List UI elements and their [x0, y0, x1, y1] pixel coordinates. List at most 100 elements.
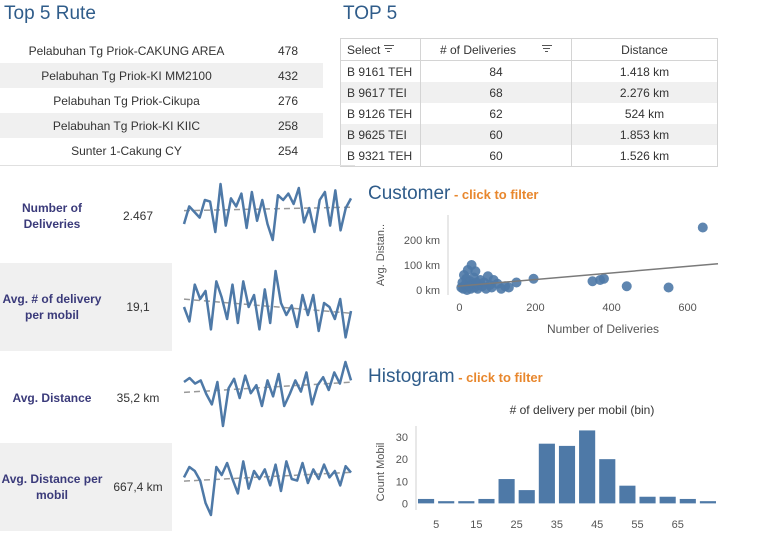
divider: [0, 165, 355, 166]
histogram-bar[interactable]: [579, 430, 596, 504]
column-header-select[interactable]: Select: [341, 39, 421, 60]
list-item[interactable]: Pelabuhan Tg Priok-KI KIIC 258: [0, 113, 323, 138]
kpi-label: Avg. Distance: [12, 391, 92, 405]
table-row[interactable]: B 9625 TEI 60 1.853 km: [341, 124, 717, 145]
scatter-point[interactable]: [470, 266, 481, 277]
plate-cell: B 9617 TEI: [341, 82, 421, 103]
trend-line: [457, 263, 719, 287]
histogram-title-text: Histogram: [368, 366, 455, 387]
sparkline-chart[interactable]: [180, 263, 355, 351]
deliveries-cell: 60: [421, 145, 572, 166]
sparkline-chart[interactable]: [180, 354, 355, 442]
y-tick-label: 0: [402, 498, 408, 510]
kpi-avg-distance[interactable]: Avg. Distance 35,2 km: [0, 354, 355, 442]
kpi-avg-distance-per-mobil[interactable]: Avg. Distance per mobil 667,4 km: [0, 443, 355, 531]
y-axis-label: Count Mobil: [375, 443, 387, 502]
top5-rute-title: Top 5 Rute: [4, 3, 96, 24]
list-item[interactable]: Pelabuhan Tg Priok-CAKUNG AREA 478: [0, 38, 323, 63]
plate-cell: B 9321 TEH: [341, 145, 421, 166]
customer-title-text: Customer: [368, 183, 451, 204]
y-tick-label: 10: [396, 476, 408, 488]
deliveries-cell: 84: [421, 61, 572, 82]
top5-rute-list: Pelabuhan Tg Priok-CAKUNG AREA 478 Pelabu…: [0, 38, 323, 163]
sparkline-series[interactable]: [182, 269, 353, 339]
column-label: # of Deliveries: [439, 42, 517, 57]
kpi-value: 19,1: [104, 263, 172, 351]
histogram-bar[interactable]: [599, 459, 616, 504]
route-count: 254: [277, 143, 299, 158]
sparkline-chart[interactable]: [180, 172, 355, 260]
sparkline-chart[interactable]: [180, 443, 355, 531]
route-name: Pelabuhan Tg Priok-KI KIIC: [52, 118, 201, 133]
y-tick-label: 100 km: [404, 260, 440, 272]
scatter-point[interactable]: [598, 273, 609, 284]
scatter-point[interactable]: [503, 282, 514, 293]
table-row[interactable]: B 9126 TEH 62 524 km: [341, 103, 717, 124]
histogram-bar[interactable]: [679, 498, 696, 504]
histogram-bar[interactable]: [619, 485, 636, 504]
sparkline-series[interactable]: [182, 182, 353, 242]
histogram-bar[interactable]: [659, 496, 676, 504]
scatter-point[interactable]: [587, 276, 598, 287]
histogram-bar[interactable]: [478, 498, 495, 504]
x-tick-label: 200: [526, 302, 544, 314]
top5-title: TOP 5: [343, 3, 398, 24]
list-item[interactable]: Pelabuhan Tg Priok-Cikupa 276: [0, 88, 323, 113]
plate-cell: B 9126 TEH: [341, 103, 421, 124]
x-tick-label: 65: [672, 519, 684, 531]
kpi-value: 35,2 km: [116, 391, 160, 405]
x-tick-label: 45: [591, 519, 603, 531]
route-count: 276: [277, 93, 299, 108]
histogram-filter-hint[interactable]: - click to filter: [454, 370, 543, 385]
list-item[interactable]: Sunter 1-Cakung CY 254: [0, 138, 323, 163]
customer-filter-hint[interactable]: - click to filter: [450, 187, 539, 202]
histogram-bar[interactable]: [558, 445, 576, 504]
column-header-distance[interactable]: Distance: [572, 39, 717, 60]
x-tick-label: 55: [631, 519, 643, 531]
sort-icon[interactable]: [384, 45, 395, 54]
y-axis-label: Avg. Distan..: [375, 224, 387, 286]
x-tick-label: 0: [456, 302, 462, 314]
histogram-bar[interactable]: [699, 501, 716, 504]
histogram-bar[interactable]: [498, 479, 515, 504]
y-tick-label: 30: [396, 432, 408, 444]
histogram-bar[interactable]: [458, 501, 475, 504]
kpi-value: 2.467: [122, 209, 154, 223]
table-row[interactable]: B 9617 TEI 68 2.276 km: [341, 82, 717, 103]
x-tick-label: 15: [470, 519, 482, 531]
sort-icon[interactable]: [542, 45, 553, 54]
list-item[interactable]: Pelabuhan Tg Priok-KI MM2100 432: [0, 63, 323, 88]
kpi-avg-delivery-per-mobil[interactable]: Avg. # of delivery per mobil 19,1: [0, 263, 355, 351]
scatter-point[interactable]: [663, 282, 674, 293]
histogram-title: Histogram - click to filter: [368, 366, 543, 388]
histogram-bar[interactable]: [538, 443, 555, 504]
column-header-deliveries[interactable]: # of Deliveries: [421, 39, 572, 60]
x-axis-label: Number of Deliveries: [547, 322, 659, 336]
scatter-point[interactable]: [621, 281, 632, 292]
trend-line: [183, 206, 352, 212]
sparkline-series[interactable]: [182, 460, 352, 517]
route-count: 258: [277, 118, 299, 133]
plate-cell: B 9625 TEI: [341, 124, 421, 145]
table-row[interactable]: B 9161 TEH 84 1.418 km: [341, 61, 717, 82]
histogram-bar[interactable]: [418, 498, 435, 504]
kpi-label: Avg. # of delivery per mobil: [0, 263, 104, 351]
histogram-bar[interactable]: [518, 490, 535, 504]
sparkline-series[interactable]: [183, 360, 353, 428]
y-tick-label: 0 km: [416, 285, 440, 297]
table-row[interactable]: B 9321 TEH 60 1.526 km: [341, 145, 717, 166]
route-name: Pelabuhan Tg Priok-CAKUNG AREA: [28, 43, 225, 58]
scatter-point[interactable]: [528, 273, 539, 284]
deliveries-cell: 62: [421, 103, 572, 124]
top5-table: Select # of Deliveries Distance B 9161 T…: [340, 38, 718, 167]
kpi-number-of-deliveries[interactable]: Number of Deliveries 2.467: [0, 172, 355, 260]
distance-cell: 2.276 km: [619, 85, 670, 100]
customer-scatter-chart[interactable]: 0 km 100 km 200 km 0 200 400 600 Number of Deli…: [368, 210, 760, 345]
histogram-chart[interactable]: # of delivery per mobil (bin) 0 10 20 30 Coun…: [368, 398, 760, 533]
histogram-bar[interactable]: [438, 501, 455, 504]
scatter-point[interactable]: [697, 222, 708, 233]
kpi-label: Number of Deliveries: [22, 201, 82, 231]
column-label: Select: [347, 42, 381, 57]
histogram-bar[interactable]: [639, 496, 656, 504]
scatter-point[interactable]: [511, 277, 522, 288]
